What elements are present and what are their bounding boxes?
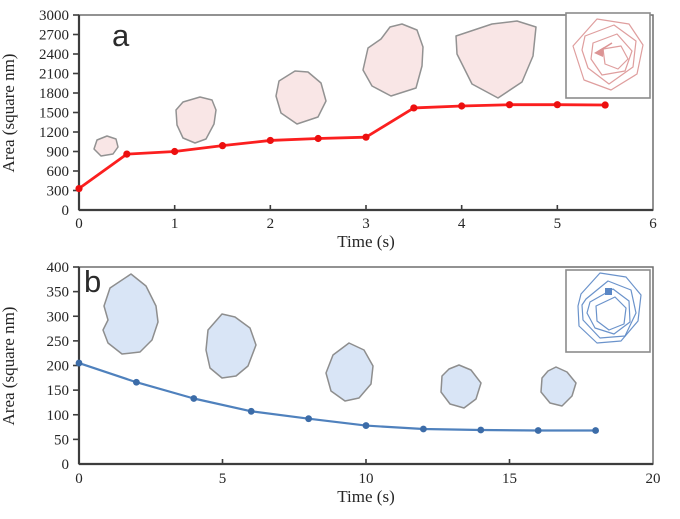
particle-shape (362, 23, 424, 97)
particle-shape (455, 20, 537, 99)
y-tick-label: 1500 (39, 106, 69, 122)
y-tick-label: 400 (47, 260, 70, 276)
particle-shape (540, 366, 577, 407)
x-tick-label: 5 (554, 216, 562, 232)
data-point-marker (75, 184, 83, 193)
x-tick-label: 3 (362, 216, 370, 232)
data-point-marker (458, 102, 466, 110)
inset-outline (602, 45, 629, 70)
y-tick-label: 1800 (39, 86, 69, 102)
y-tick-label: 150 (47, 383, 70, 399)
data-point-marker (601, 101, 609, 109)
x-tick-label: 15 (502, 471, 517, 487)
particle-shape (440, 364, 482, 409)
y-tick-label: 2100 (39, 67, 69, 83)
panel-b-y-axis-title: Area (square nm) (0, 307, 18, 426)
x-tick-label: 20 (646, 471, 661, 487)
x-tick-label: 6 (649, 216, 657, 232)
y-tick-label: 350 (47, 285, 70, 301)
particle-shape (275, 70, 327, 125)
panel-a-generated: 0 1 2 3 4 5 6 0 300 600 900 1200 1500 1800 2100 2400 270… (39, 8, 657, 232)
data-point-marker (410, 104, 418, 112)
inset-outline (581, 24, 637, 85)
y-tick-label: 300 (47, 309, 70, 325)
inset-outline (595, 296, 627, 331)
y-tick-label: 1200 (39, 125, 69, 141)
panel-a-y-axis-title: Area (square nm) (0, 54, 18, 173)
panel-b-x-axis-title: Time (s) (337, 487, 394, 506)
y-tick-label: 200 (47, 359, 70, 375)
y-tick-label: 2400 (39, 47, 69, 63)
panel-b-letter: b (84, 264, 101, 299)
data-point-marker (75, 359, 83, 367)
data-point-marker (133, 378, 140, 386)
y-tick-label: 600 (47, 164, 70, 180)
inset-box (565, 12, 651, 99)
y-tick-label: 0 (62, 457, 70, 473)
series-line (77, 361, 597, 432)
x-tick-label: 1 (171, 216, 179, 232)
data-point-marker (190, 395, 198, 402)
inset-box (565, 269, 651, 353)
x-tick-label: 0 (75, 471, 83, 487)
inset-frame (565, 12, 651, 99)
x-tick-label: 0 (75, 216, 83, 232)
panel-a-letter: a (112, 18, 130, 53)
data-point-marker (247, 407, 255, 415)
data-point-marker (218, 142, 227, 150)
x-tick-label: 4 (458, 216, 466, 232)
data-point-marker (534, 427, 542, 434)
data-point-marker (553, 101, 561, 109)
data-point-marker (123, 150, 131, 158)
data-point-marker (171, 147, 179, 156)
particle-shape (93, 135, 119, 157)
y-tick-label: 2700 (39, 28, 69, 44)
inset-square-marker (605, 288, 612, 295)
inset-outline (586, 288, 631, 335)
data-point-marker (362, 133, 370, 141)
data-point-marker (305, 415, 312, 423)
y-tick-label: 100 (47, 408, 70, 424)
panel-a-x-axis-title: Time (s) (337, 232, 394, 251)
inset-outline (572, 18, 644, 91)
particle-shape (102, 273, 159, 355)
data-point-marker (592, 427, 599, 434)
y-tick-label: 3000 (39, 8, 69, 24)
x-tick-label: 2 (267, 216, 275, 232)
y-tick-label: 900 (47, 145, 70, 161)
data-point-marker (314, 134, 322, 143)
data-point-marker (477, 426, 485, 434)
particle-shape (205, 313, 257, 379)
inset-outline (590, 33, 633, 76)
particle-shape (325, 342, 374, 402)
data-point-marker (362, 422, 370, 429)
y-tick-label: 250 (47, 334, 70, 350)
y-tick-label: 300 (47, 184, 70, 200)
inset-arrow-head-icon (594, 47, 604, 57)
inset-outline (581, 280, 637, 339)
series-line (77, 103, 607, 190)
x-tick-label: 5 (219, 471, 227, 487)
data-point-marker (505, 101, 514, 109)
inset-outline (577, 272, 642, 344)
data-point-marker (266, 136, 274, 145)
y-tick-label: 0 (62, 203, 70, 219)
y-tick-label: 50 (54, 432, 69, 448)
data-point-marker (420, 425, 427, 433)
x-tick-label: 10 (359, 471, 374, 487)
particle-shape (175, 96, 217, 144)
